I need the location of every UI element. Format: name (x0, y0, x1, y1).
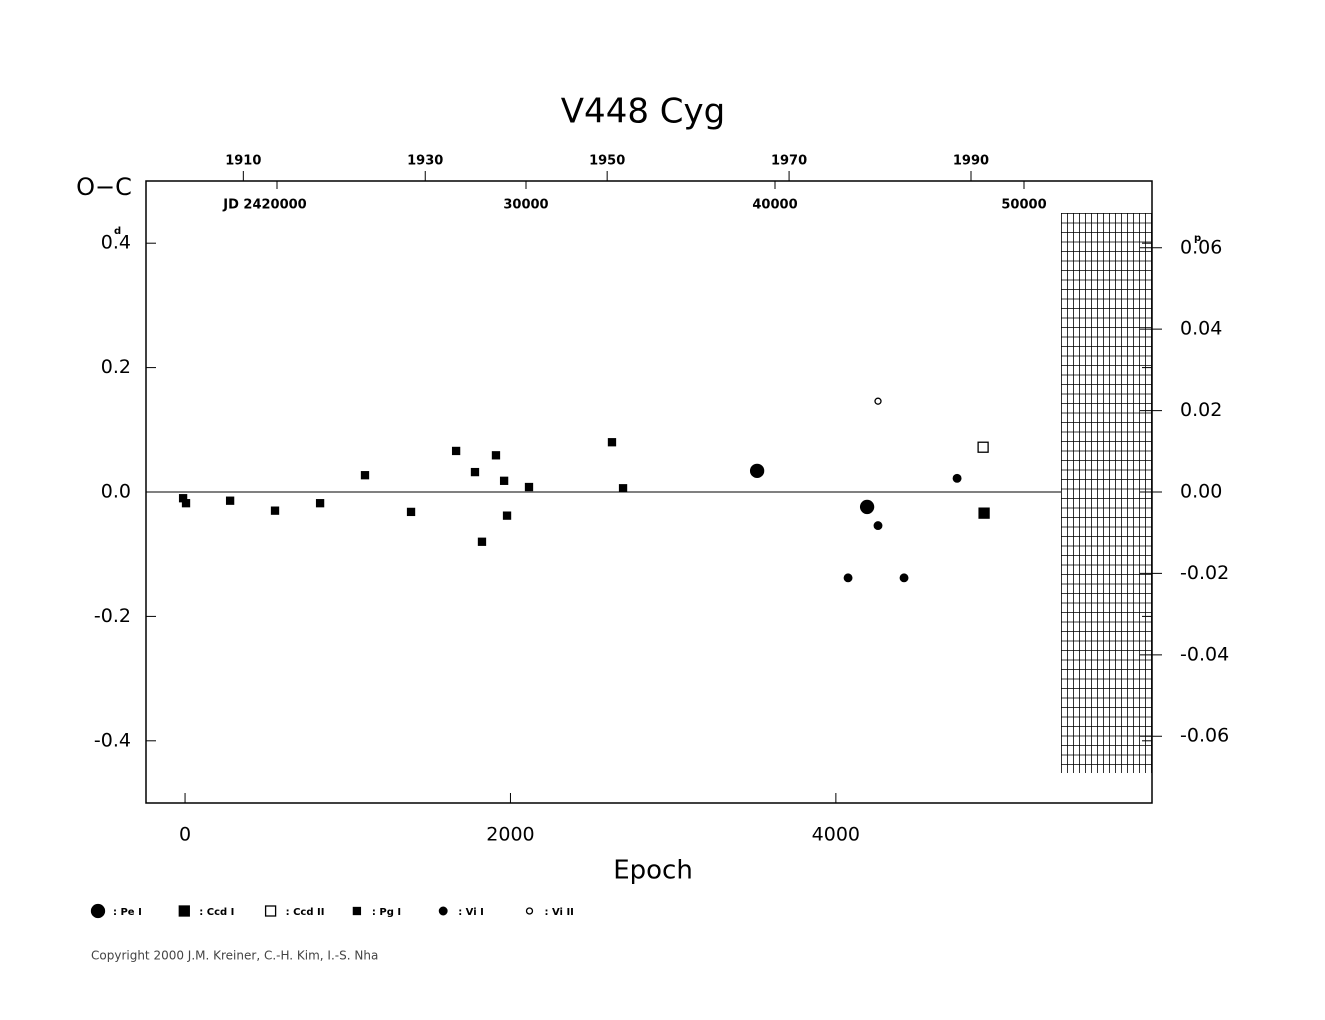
jd-tick-label: 30000 (503, 198, 548, 213)
legend-marker (264, 905, 277, 917)
jd-tick-label: JD 2420000 (222, 198, 306, 213)
data-point (873, 521, 883, 531)
y-tick-label: -0.2 (94, 605, 131, 627)
data-point (181, 499, 191, 508)
data-point (502, 511, 512, 520)
data-point (874, 397, 882, 405)
y2-tick-label: 0.00 (1180, 481, 1222, 503)
legend-marker (90, 903, 106, 919)
legend-marker (438, 906, 448, 916)
data-point (977, 441, 989, 453)
data-point (470, 467, 480, 477)
x-tick-label: 4000 (812, 824, 860, 846)
chart-title: V448 Cyg (561, 92, 725, 132)
data-point (749, 463, 765, 479)
data-point (899, 573, 909, 583)
y-tick-label: 0.2 (101, 356, 131, 378)
copyright: Copyright 2000 J.M. Kreiner, C.-H. Kim, … (91, 949, 378, 963)
year-tick-label: 1950 (589, 154, 625, 169)
legend-label: : Pg I (372, 907, 401, 918)
data-point (406, 507, 416, 517)
x-tick-label: 2000 (486, 824, 534, 846)
data-point (843, 573, 853, 583)
legend-label: : Ccd I (199, 907, 234, 918)
y2-tick-label: -0.02 (1180, 562, 1229, 584)
jd-tick-label: 40000 (752, 198, 797, 213)
legend-marker (525, 907, 534, 915)
x-axis-label: Epoch (613, 856, 693, 886)
year-tick-label: 1910 (225, 154, 261, 169)
data-point (618, 484, 628, 493)
y2-tick-label: -0.06 (1180, 725, 1229, 747)
legend-label: : Pe I (113, 907, 142, 918)
data-point (859, 499, 875, 515)
data-point (360, 471, 370, 480)
y-tick-label: 0.4 (101, 232, 131, 254)
y-tick-label: -0.4 (94, 729, 131, 751)
data-point (451, 446, 461, 456)
y2-tick-label: 0.06 (1180, 236, 1222, 258)
data-point (270, 506, 280, 515)
y-tick-label: 0.0 (101, 481, 131, 503)
data-point (225, 496, 235, 505)
y-axis-label: O−C (76, 173, 132, 201)
data-point (499, 476, 509, 485)
data-point (952, 473, 962, 483)
data-point (315, 499, 325, 508)
y2-tick-label: 0.04 (1180, 318, 1222, 340)
data-point (524, 482, 534, 492)
data-point (477, 537, 487, 546)
jd-tick-label: 50000 (1001, 198, 1046, 213)
year-tick-label: 1930 (407, 154, 443, 169)
y2-tick-label: 0.02 (1180, 399, 1222, 421)
legend-label: : Vi I (458, 907, 484, 918)
legend-label: : Vi II (545, 907, 574, 918)
legend-marker (352, 906, 362, 916)
hatched-region (1061, 213, 1152, 773)
legend-marker (178, 905, 190, 917)
y-unit: d (114, 226, 121, 237)
x-tick-label: 0 (179, 824, 191, 846)
year-tick-label: 1970 (771, 154, 807, 169)
y2-tick-label: -0.04 (1180, 643, 1229, 665)
y2-unit: p (1194, 233, 1201, 244)
data-point (491, 451, 501, 460)
legend-label: : Ccd II (286, 907, 325, 918)
year-tick-label: 1990 (953, 154, 989, 169)
data-point (607, 438, 617, 447)
data-point (978, 507, 990, 519)
